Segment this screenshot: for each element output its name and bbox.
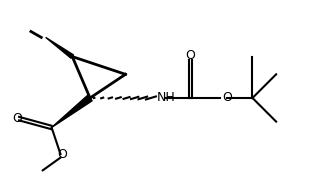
Text: O: O — [13, 112, 23, 125]
Text: NH: NH — [157, 91, 175, 104]
Text: O: O — [185, 49, 195, 62]
Text: O: O — [57, 148, 67, 161]
Polygon shape — [46, 37, 73, 58]
Polygon shape — [51, 95, 92, 127]
Text: O: O — [222, 91, 232, 105]
